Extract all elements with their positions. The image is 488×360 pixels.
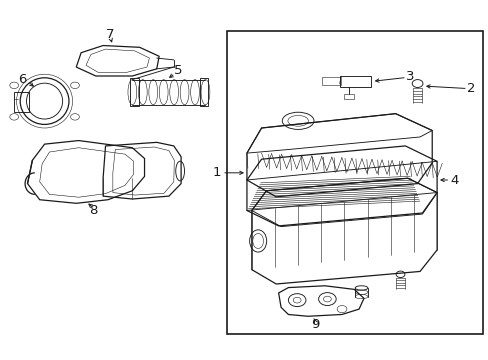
Text: 6: 6: [19, 73, 27, 86]
Text: 5: 5: [174, 64, 183, 77]
Bar: [130, 78, 139, 107]
Bar: [321, 77, 340, 85]
Text: 1: 1: [212, 166, 221, 179]
Bar: [339, 76, 370, 87]
Text: 9: 9: [310, 318, 319, 331]
Text: 3: 3: [405, 70, 414, 83]
Text: 4: 4: [449, 174, 457, 186]
Text: 7: 7: [106, 28, 114, 41]
Bar: [199, 78, 208, 107]
Bar: [14, 92, 29, 112]
Bar: [344, 94, 353, 99]
Text: 8: 8: [89, 204, 97, 217]
Text: 2: 2: [466, 82, 474, 95]
Bar: [227, 31, 483, 334]
